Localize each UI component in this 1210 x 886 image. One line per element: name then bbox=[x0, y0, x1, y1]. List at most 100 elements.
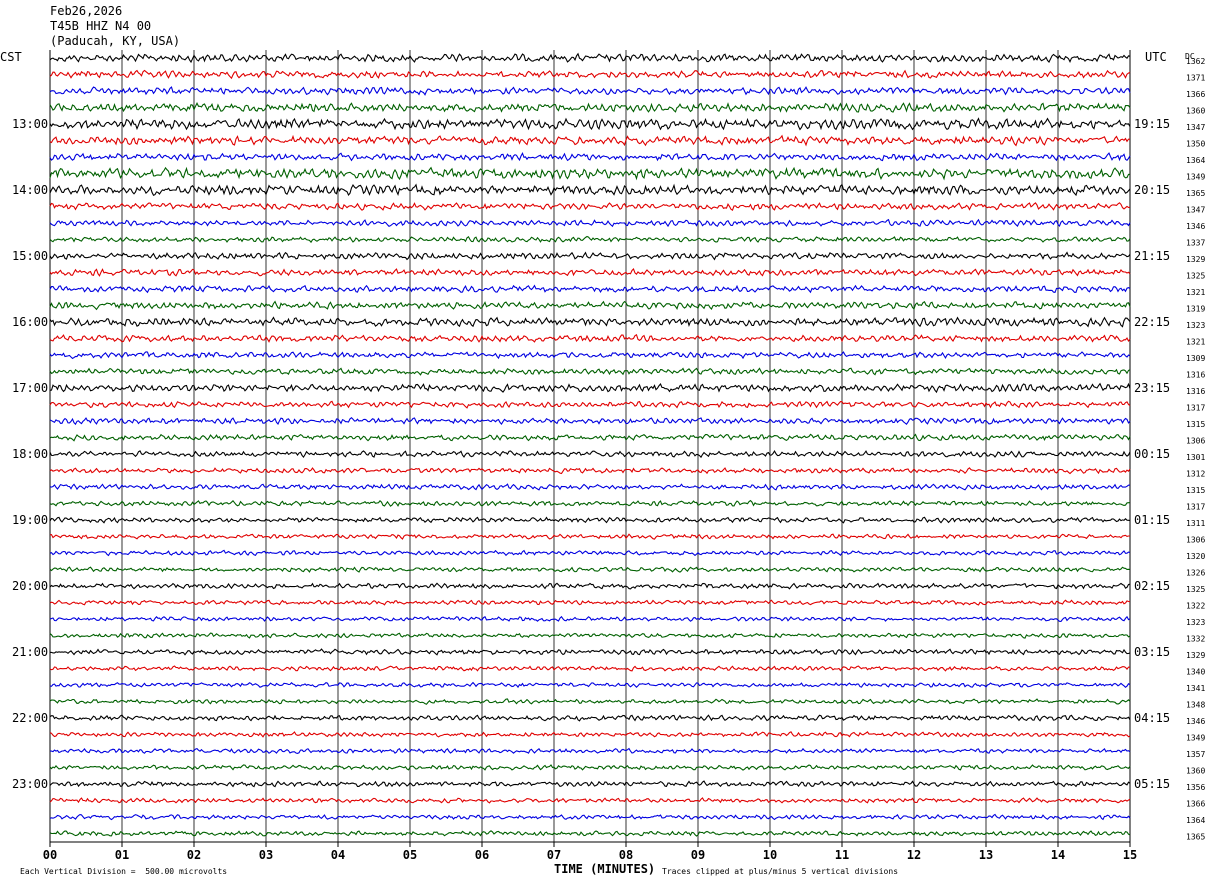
seismic-trace bbox=[49, 549, 1131, 557]
seismic-trace bbox=[49, 467, 1131, 475]
x-tick-label: 13 bbox=[979, 848, 993, 862]
dc-offset-value: 1366 bbox=[1186, 90, 1205, 99]
seismic-trace bbox=[49, 268, 1131, 277]
x-tick-label: 01 bbox=[115, 848, 129, 862]
seismic-trace bbox=[49, 52, 1131, 64]
seismic-trace bbox=[49, 566, 1131, 573]
seismic-trace bbox=[49, 830, 1131, 837]
left-axis-label: CST bbox=[0, 50, 22, 64]
seismic-trace bbox=[49, 117, 1131, 131]
seismic-trace bbox=[49, 533, 1130, 540]
right-hour-label: 19:15 bbox=[1134, 117, 1170, 131]
dc-offset-value: 1349 bbox=[1186, 173, 1205, 182]
seismic-trace bbox=[49, 351, 1131, 360]
seismic-trace bbox=[49, 300, 1131, 311]
left-hour-label: 21:00 bbox=[12, 645, 48, 659]
left-hour-label: 16:00 bbox=[12, 315, 48, 329]
seismic-trace bbox=[49, 86, 1131, 96]
dc-offset-value: 1347 bbox=[1186, 206, 1205, 215]
right-hour-label: 20:15 bbox=[1134, 183, 1170, 197]
x-tick-label: 14 bbox=[1051, 848, 1065, 862]
dc-offset-value: 1371 bbox=[1186, 74, 1205, 83]
seismic-trace bbox=[49, 731, 1131, 738]
dc-offset-value: 1309 bbox=[1186, 354, 1205, 363]
left-hour-label: 22:00 bbox=[12, 711, 48, 725]
seismic-trace bbox=[49, 382, 1131, 394]
left-hour-label: 20:00 bbox=[12, 579, 48, 593]
dc-offset-value: 1312 bbox=[1186, 470, 1205, 479]
x-tick-label: 12 bbox=[907, 848, 921, 862]
seismic-trace bbox=[49, 218, 1131, 228]
seismic-trace bbox=[49, 166, 1131, 181]
dc-offset-value: 1317 bbox=[1186, 404, 1205, 413]
seismic-trace bbox=[49, 764, 1131, 771]
x-tick-label: 03 bbox=[259, 848, 273, 862]
dc-offset-value: 1323 bbox=[1186, 321, 1205, 330]
dc-offset-value: 1311 bbox=[1186, 519, 1205, 528]
dc-offset-value: 1316 bbox=[1186, 387, 1205, 396]
x-tick-label: 09 bbox=[691, 848, 705, 862]
dc-offset-value: 1357 bbox=[1186, 750, 1205, 759]
dc-offset-value: 1301 bbox=[1186, 453, 1205, 462]
seismic-trace bbox=[49, 400, 1131, 409]
seismic-trace bbox=[49, 499, 1130, 507]
station-label: T45B HHZ N4 00 bbox=[50, 19, 152, 33]
seismic-trace bbox=[49, 433, 1131, 442]
seismic-trace bbox=[49, 797, 1131, 804]
seismic-trace bbox=[49, 134, 1130, 147]
seismic-trace bbox=[49, 632, 1131, 639]
dc-offset-value: 1366 bbox=[1186, 800, 1205, 809]
dc-offset-value: 1319 bbox=[1186, 305, 1205, 314]
dc-offset-value: 1349 bbox=[1186, 734, 1205, 743]
left-hour-label: 15:00 bbox=[12, 249, 48, 263]
dc-offset-value: 1348 bbox=[1186, 701, 1205, 710]
left-hour-label: 19:00 bbox=[12, 513, 48, 527]
left-hour-label: 13:00 bbox=[12, 117, 48, 131]
dc-offset-value: 1315 bbox=[1186, 420, 1205, 429]
right-hour-label: 03:15 bbox=[1134, 645, 1170, 659]
seismic-trace bbox=[49, 69, 1131, 80]
dc-offset-value: 1346 bbox=[1186, 222, 1205, 231]
x-tick-label: 07 bbox=[547, 848, 561, 862]
seismic-trace bbox=[49, 665, 1131, 672]
right-hour-label: 02:15 bbox=[1134, 579, 1170, 593]
dc-label: DC bbox=[1185, 52, 1195, 61]
label-group: 00 01 02 03 04 05 06 07 08 09 10 11 12 13 14 15 CST UTC DC… bbox=[0, 50, 1205, 862]
right-hour-label: 00:15 bbox=[1134, 447, 1170, 461]
x-axis-title: TIME (MINUTES) bbox=[554, 862, 656, 876]
dc-offset-value: 1365 bbox=[1186, 189, 1205, 198]
seismic-trace bbox=[49, 813, 1131, 821]
seismic-trace bbox=[49, 334, 1131, 343]
dc-offset-value: 1326 bbox=[1186, 569, 1205, 578]
seismic-trace bbox=[49, 516, 1131, 524]
date-label: Feb26,2026 bbox=[50, 4, 123, 18]
seismic-trace bbox=[49, 648, 1131, 656]
seismic-trace bbox=[49, 202, 1131, 212]
seismic-trace bbox=[49, 483, 1131, 491]
seismic-trace bbox=[49, 698, 1131, 705]
x-tick-label: 08 bbox=[619, 848, 633, 862]
seismic-trace bbox=[49, 416, 1131, 426]
seismic-trace bbox=[49, 681, 1131, 689]
seismic-trace bbox=[49, 367, 1131, 376]
dc-offset-value: 1329 bbox=[1186, 255, 1205, 264]
right-hour-label: 01:15 bbox=[1134, 513, 1170, 527]
seismic-trace bbox=[49, 151, 1131, 162]
dc-offset-value: 1323 bbox=[1186, 618, 1205, 627]
dc-offset-value: 1325 bbox=[1186, 272, 1205, 281]
dc-offset-value: 1320 bbox=[1186, 552, 1205, 561]
seismic-trace bbox=[49, 183, 1131, 197]
dc-offset-value: 1315 bbox=[1186, 486, 1205, 495]
clip-footnote: Traces clipped at plus/minus 5 vertical … bbox=[662, 867, 899, 876]
seismic-trace bbox=[49, 714, 1131, 722]
seismic-trace bbox=[49, 582, 1131, 590]
dc-offset-value: 1325 bbox=[1186, 585, 1205, 594]
x-tick-label: 10 bbox=[763, 848, 777, 862]
x-tick-label: 06 bbox=[475, 848, 489, 862]
dc-offset-value: 1360 bbox=[1186, 767, 1205, 776]
dc-offset-value: 1340 bbox=[1186, 668, 1205, 677]
dc-offset-value: 1362 bbox=[1186, 57, 1205, 66]
seismic-trace bbox=[49, 235, 1131, 244]
dc-offset-value: 1322 bbox=[1186, 602, 1205, 611]
